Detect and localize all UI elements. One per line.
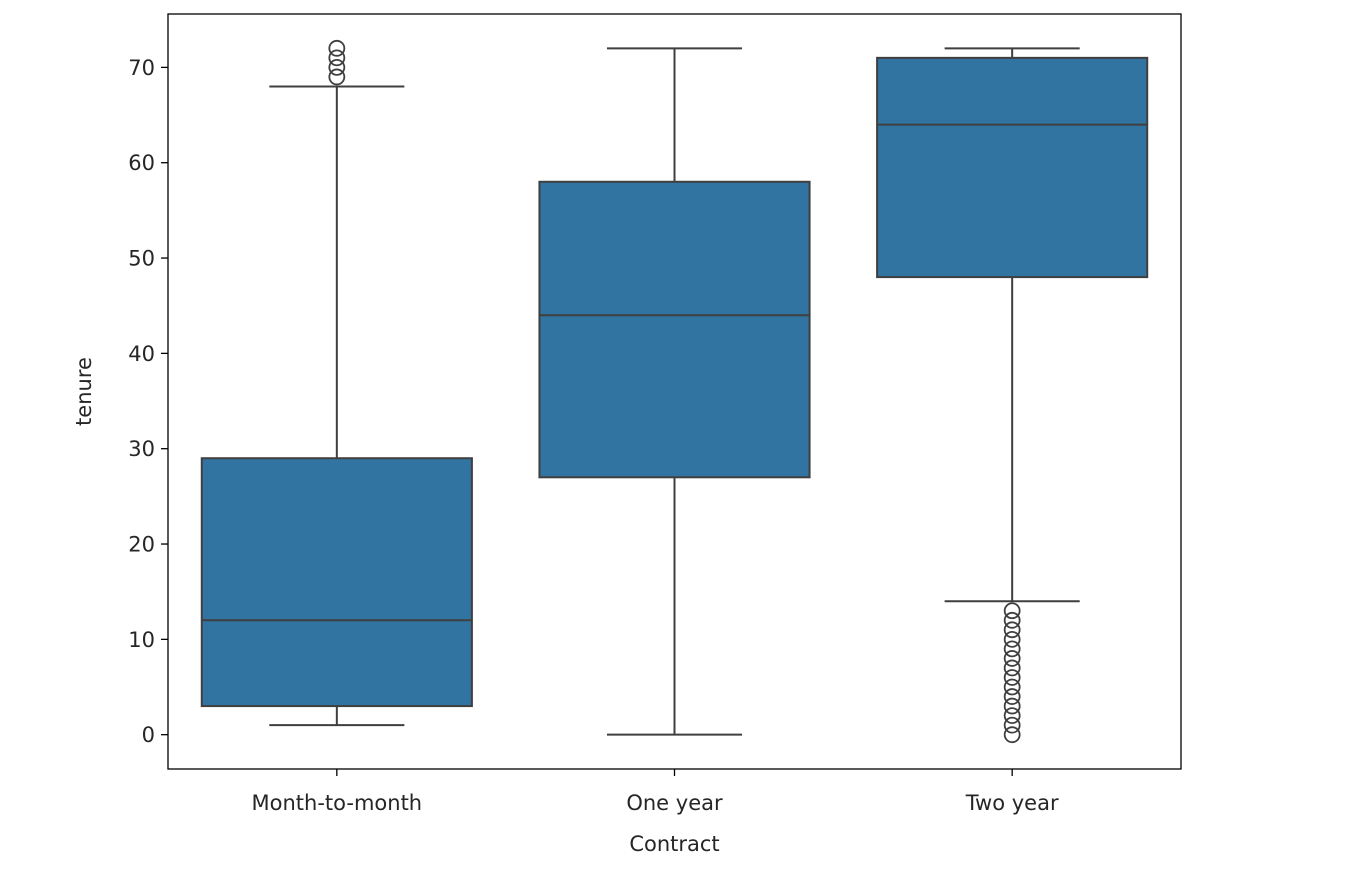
outlier-point	[1003, 678, 1021, 696]
outlier-point	[1003, 650, 1021, 667]
outlier-point	[1003, 659, 1021, 677]
box-group-0	[200, 39, 473, 727]
iqr-box	[200, 457, 473, 708]
y-tick-label: 50	[128, 247, 155, 271]
x-tick-label: Two year	[965, 791, 1059, 815]
y-tick-label: 0	[142, 723, 155, 747]
outlier-point	[328, 39, 346, 57]
outlier-point	[328, 58, 346, 76]
outlier-point	[328, 49, 346, 67]
outlier-point	[1003, 716, 1021, 734]
y-tick-label: 40	[128, 342, 155, 366]
outlier-point	[1003, 621, 1021, 639]
x-tick-label: One year	[626, 791, 723, 815]
x-axis-label: Contract	[629, 832, 719, 856]
iqr-box	[876, 56, 1149, 279]
outlier-point	[1003, 602, 1021, 620]
iqr-box	[538, 180, 811, 479]
y-tick-label: 30	[128, 437, 155, 461]
x-axis: Month-to-month One year Two year	[252, 769, 1059, 815]
outlier-point	[1003, 726, 1021, 744]
box-group-1	[538, 47, 811, 736]
outlier-point	[1003, 688, 1021, 705]
y-tick-label: 60	[128, 151, 155, 175]
y-axis: 0 10 20 30 40 50 60 70	[128, 56, 168, 747]
y-axis-label: tenure	[72, 357, 96, 426]
y-tick-label: 10	[128, 628, 155, 652]
x-tick-label: Month-to-month	[252, 791, 423, 815]
box-group-2	[876, 47, 1149, 744]
outlier-point	[1003, 611, 1021, 629]
outlier-point	[1003, 707, 1021, 725]
outlier-point	[1003, 630, 1021, 648]
outlier-point	[1003, 697, 1021, 715]
outlier-point	[1003, 640, 1021, 658]
plot-area	[200, 39, 1149, 744]
y-tick-label: 20	[128, 533, 155, 557]
outlier-point	[328, 68, 346, 86]
y-tick-label: 70	[128, 56, 155, 80]
outlier-point	[1003, 669, 1021, 686]
